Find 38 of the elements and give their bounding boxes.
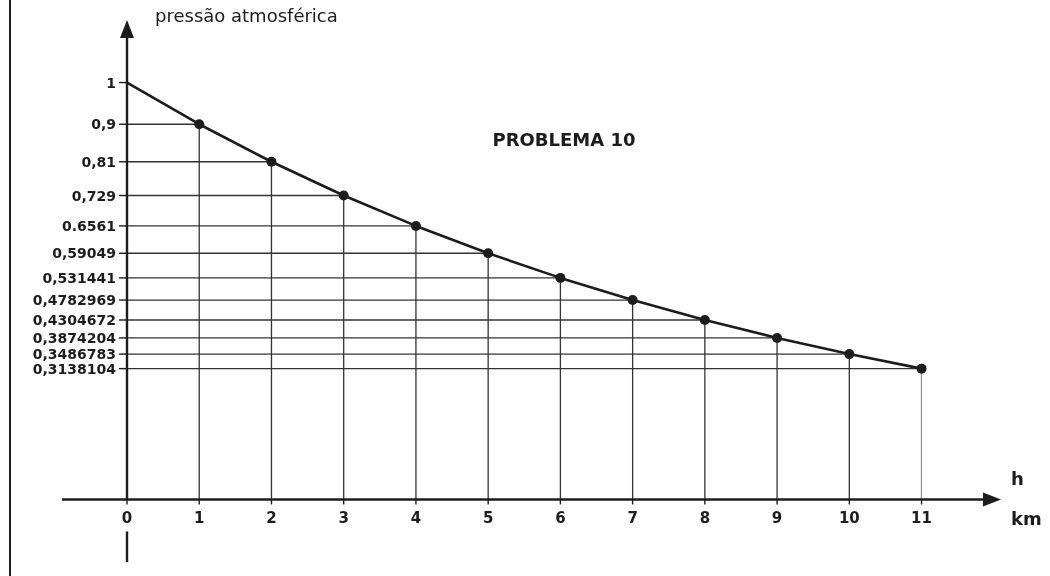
point — [916, 363, 927, 374]
y-tick-label: 0,4304672 — [32, 311, 117, 328]
point — [555, 272, 566, 283]
text: PROBLEMA 10 — [492, 129, 636, 150]
point — [410, 220, 421, 231]
point — [483, 248, 494, 259]
point — [627, 295, 638, 306]
y-tick-label: 0,59049 — [52, 245, 117, 262]
x-tick-label: 3 — [338, 509, 349, 528]
point — [338, 190, 349, 201]
x-tick-label: 0 — [121, 509, 133, 528]
x-tick-label: 4 — [410, 509, 422, 528]
y-tick-label: 0,3486783 — [32, 346, 117, 363]
y-tick-label: 0,531441 — [42, 269, 117, 286]
y-tick-label: 0,9 — [91, 116, 117, 133]
x-tick-label: 1 — [194, 509, 205, 528]
point — [844, 349, 855, 360]
y-tick-label: 0,3874204 — [32, 329, 117, 346]
y-tick-label: 1 — [106, 74, 117, 91]
y-tick-label: 0,81 — [81, 153, 117, 170]
point — [266, 156, 277, 167]
x-tick-label: 6 — [555, 509, 566, 528]
x-tick-label: 10 — [838, 509, 860, 528]
x-tick-label: 5 — [482, 509, 494, 528]
x-tick-label: 9 — [771, 509, 783, 528]
point — [699, 314, 710, 325]
x-tick-label: 2 — [266, 509, 277, 528]
y-tick-label: 0.6561 — [61, 217, 117, 234]
x-tick-label: 8 — [699, 509, 711, 528]
x-tick-label: 7 — [627, 509, 638, 528]
x-tick-label: 11 — [911, 509, 932, 528]
x-axis-title: h km — [1011, 468, 1042, 530]
y-tick-label: 0,3138104 — [32, 360, 117, 377]
point — [772, 332, 783, 343]
y-tick-label: 0,729 — [71, 187, 117, 204]
point — [194, 119, 205, 130]
y-tick-label: 0,4782969 — [32, 292, 117, 309]
y-axis-title: pressão atmosférica — [155, 5, 338, 26]
